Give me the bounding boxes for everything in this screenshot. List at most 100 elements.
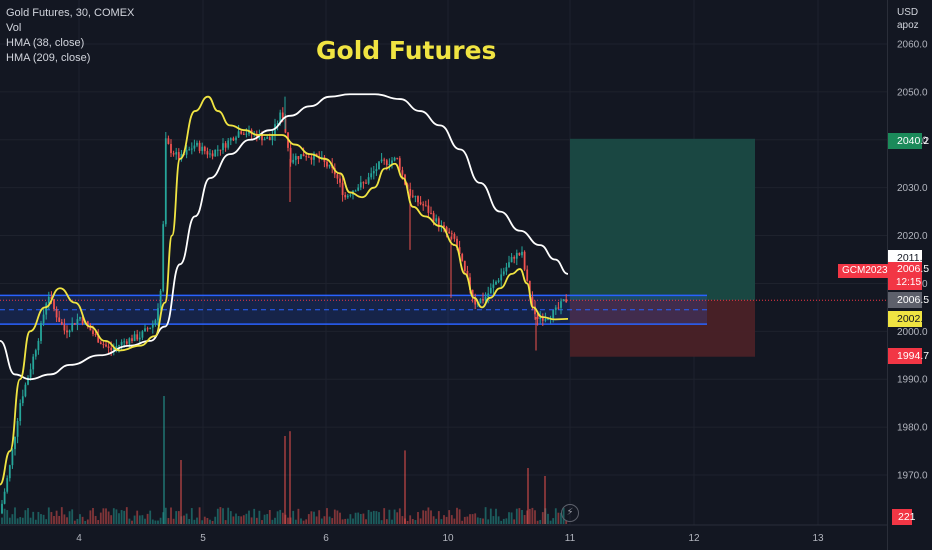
volume-bar xyxy=(216,508,219,524)
candle-body xyxy=(266,137,269,139)
volume-bar xyxy=(196,517,198,524)
candle-body xyxy=(521,251,523,256)
candle-body xyxy=(552,310,555,319)
time-tick-label: 4 xyxy=(76,533,82,544)
volume-bar xyxy=(281,512,284,524)
volume-bar xyxy=(448,510,451,524)
legend-hma38[interactable]: HMA (38, close) xyxy=(6,37,85,49)
candle-body xyxy=(398,158,401,171)
candle-body xyxy=(149,327,152,329)
volume-bar xyxy=(541,512,544,524)
candle-body xyxy=(86,321,89,326)
candle-body xyxy=(557,307,560,309)
volume-bar xyxy=(222,508,224,524)
volume-bar xyxy=(391,519,393,524)
volume-bar xyxy=(172,518,175,524)
candle-body xyxy=(227,140,230,148)
legend-symbol[interactable]: Gold Futures, 30, COMEX xyxy=(6,7,135,19)
volume-bar xyxy=(331,518,334,524)
legend[interactable]: Gold Futures, 30, COMEX Vol HMA (38, clo… xyxy=(6,6,134,66)
candle-body xyxy=(159,290,162,309)
candle-body xyxy=(268,137,271,141)
volume-bar xyxy=(487,519,490,524)
volume-bar xyxy=(219,507,222,524)
volume-bar xyxy=(79,514,81,524)
candle-body xyxy=(461,253,464,261)
volume-bar xyxy=(333,509,336,524)
target-zone xyxy=(570,138,755,301)
candle-body xyxy=(133,334,136,341)
volume-bar xyxy=(310,511,313,524)
volume-bar xyxy=(89,510,92,524)
volume-bar xyxy=(253,508,256,524)
candle-body xyxy=(185,150,188,155)
candle-body xyxy=(118,345,120,347)
volume-bar xyxy=(50,512,53,524)
candle-body xyxy=(469,277,471,290)
candle-body xyxy=(523,251,526,270)
volume-bar xyxy=(211,520,214,524)
volume-bar xyxy=(151,519,154,524)
candle-body xyxy=(66,330,68,333)
candle-body xyxy=(261,134,263,141)
candle-body xyxy=(409,188,412,196)
volume-bar xyxy=(24,510,27,524)
volume-bar xyxy=(456,507,458,524)
volume-bar xyxy=(300,518,302,524)
volume-bar xyxy=(536,520,539,524)
volume-bar xyxy=(63,514,66,524)
time-axis[interactable]: 4 5 6 10 11 12 13 xyxy=(76,533,824,544)
volume-bar xyxy=(237,516,240,524)
candle-body xyxy=(136,334,139,340)
candle-body xyxy=(560,301,562,308)
candle-body xyxy=(492,284,495,288)
candle-body xyxy=(190,148,193,150)
hma38-price-badge: 2006.5 xyxy=(888,292,929,308)
volume-bar xyxy=(188,519,191,524)
legend-vol[interactable]: Vol xyxy=(6,22,22,34)
volume-bar xyxy=(177,511,180,524)
candle-body xyxy=(463,260,466,271)
candle-body xyxy=(479,299,482,304)
volume-bar xyxy=(497,516,500,524)
candle-body xyxy=(307,156,310,158)
candle-body xyxy=(175,152,178,155)
volume-bar xyxy=(396,512,399,524)
volume-bar xyxy=(346,518,349,524)
volume-bar xyxy=(302,520,305,524)
volume-bar xyxy=(66,517,68,524)
volume-bar xyxy=(255,517,258,524)
candle-body xyxy=(375,169,378,172)
candle-body xyxy=(341,182,344,195)
candle-body xyxy=(445,227,448,232)
legend-hma209[interactable]: HMA (209, close) xyxy=(6,52,91,64)
volume-bar xyxy=(565,520,568,524)
currency-label[interactable]: USD apoz xyxy=(897,6,919,32)
volume-bar xyxy=(430,510,432,524)
volume-bar xyxy=(55,510,58,524)
candle-body xyxy=(300,154,302,160)
volume-bar xyxy=(1,517,3,524)
candle-body xyxy=(76,319,79,325)
volume-bar xyxy=(125,507,128,524)
volume-bar xyxy=(417,512,419,524)
candle-body xyxy=(97,335,100,343)
volume-bar xyxy=(133,515,136,524)
candle-body xyxy=(170,143,172,154)
volume-bar xyxy=(84,520,87,524)
candle-body xyxy=(383,159,386,161)
lightning-icon[interactable]: ⚡ xyxy=(561,504,579,522)
volume-bar xyxy=(183,515,185,524)
time-tick-label: 10 xyxy=(442,533,454,544)
volume-bar xyxy=(209,519,211,524)
candle-body xyxy=(188,149,191,151)
volume-spike xyxy=(180,460,182,524)
volume-bar xyxy=(479,518,482,524)
currency-code[interactable]: USD xyxy=(897,7,919,18)
volume-spike xyxy=(404,450,406,524)
volume-bar xyxy=(500,520,503,524)
volume-bar xyxy=(81,516,84,524)
volume-bar xyxy=(385,519,388,524)
candle-body xyxy=(167,138,170,144)
